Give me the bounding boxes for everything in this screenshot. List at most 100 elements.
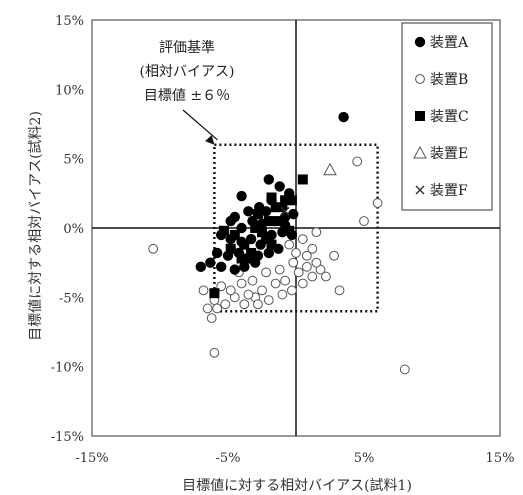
point-open-circle bbox=[243, 289, 254, 300]
point-open-circle bbox=[220, 299, 231, 310]
annotation-line-2: (相対バイアス) bbox=[140, 64, 235, 80]
point-filled-square bbox=[229, 229, 240, 240]
annotation-arrow bbox=[182, 109, 218, 141]
legend-marker bbox=[415, 185, 425, 195]
point-filled-square bbox=[277, 216, 288, 227]
legend-marker bbox=[414, 36, 426, 48]
point-filled-square bbox=[218, 225, 229, 236]
point-open-circle bbox=[311, 227, 322, 238]
point-open-circle bbox=[321, 271, 331, 282]
point-filled-square bbox=[263, 216, 274, 227]
point-filled-circle bbox=[229, 211, 240, 223]
point-open-circle bbox=[359, 216, 369, 226]
point-open-circle bbox=[311, 257, 322, 268]
point-filled-square bbox=[257, 227, 267, 238]
legend-marker bbox=[415, 74, 425, 84]
x-tick-label: 5% bbox=[354, 451, 375, 466]
x-tick-labels: -15% -5% 5% 15% bbox=[75, 451, 514, 466]
point-open-circle bbox=[263, 295, 274, 306]
point-filled-square bbox=[252, 209, 263, 220]
y-tick-label: -15% bbox=[51, 430, 84, 445]
point-filled-circle bbox=[239, 261, 250, 273]
point-filled-circle bbox=[260, 206, 272, 217]
annotation-line-3: 目標値 ±６％ bbox=[144, 88, 230, 104]
annotation-arrowhead bbox=[205, 135, 215, 145]
point-open-circle bbox=[297, 278, 308, 289]
x-tick-label: 15% bbox=[486, 451, 515, 466]
point-filled-circle bbox=[236, 190, 247, 202]
point-filled-circle bbox=[195, 261, 206, 273]
point-filled-circle bbox=[338, 111, 349, 123]
point-open-circle bbox=[209, 347, 220, 358]
point-filled-circle bbox=[205, 257, 216, 268]
data-points bbox=[148, 111, 410, 375]
point-open-circle bbox=[225, 285, 236, 296]
y-tick-labels: 15% 10% 5% 0% -5% -10% -15% bbox=[51, 14, 84, 445]
point-filled-circle bbox=[288, 208, 299, 220]
point-open-circle bbox=[372, 198, 383, 208]
point-open-circle bbox=[261, 267, 271, 278]
point-filled-square bbox=[250, 223, 261, 233]
y-tick-label: 5% bbox=[63, 153, 84, 168]
legend-label: 装置B bbox=[430, 72, 468, 88]
legend-marker bbox=[413, 145, 427, 159]
point-open-circle bbox=[301, 261, 312, 272]
legend-label: 装置E bbox=[430, 146, 468, 162]
point-filled-circle bbox=[263, 174, 274, 185]
point-filled-square bbox=[266, 192, 277, 203]
point-open-circle bbox=[291, 248, 301, 258]
point-filled-square bbox=[236, 253, 247, 264]
point-filled-square bbox=[209, 288, 220, 299]
point-open-circle bbox=[270, 278, 281, 289]
point-open-triangle bbox=[323, 162, 337, 176]
point-filled-square bbox=[266, 239, 277, 250]
point-open-circle bbox=[148, 243, 159, 254]
y-tick-label: 10% bbox=[55, 83, 84, 98]
point-filled-square bbox=[261, 234, 272, 245]
point-open-circle bbox=[352, 156, 363, 167]
point-open-circle bbox=[247, 275, 258, 286]
point-filled-circle bbox=[216, 261, 227, 273]
y-tick-label: 15% bbox=[55, 14, 84, 29]
point-open-circle bbox=[280, 275, 291, 286]
annotation-line-1: 評価基準 bbox=[159, 39, 215, 56]
point-open-circle bbox=[274, 264, 285, 275]
point-filled-square bbox=[239, 239, 250, 250]
point-open-circle bbox=[297, 234, 308, 244]
point-open-circle bbox=[257, 285, 267, 296]
x-tick-label: -5% bbox=[215, 451, 240, 466]
y-tick-label: -5% bbox=[59, 291, 84, 306]
point-filled-circle bbox=[211, 247, 223, 259]
legend: 装置A 装置B 装置C 装置E 装置F bbox=[401, 22, 493, 211]
point-open-circle bbox=[329, 250, 339, 261]
point-filled-square bbox=[270, 202, 281, 213]
point-open-circle bbox=[277, 289, 288, 300]
legend-marker bbox=[415, 111, 425, 121]
x-tick-label: -15% bbox=[75, 451, 108, 466]
point-filled-square bbox=[246, 247, 257, 258]
evaluation-criteria-box bbox=[213, 143, 379, 313]
x-axis-label: 目標値に対する相対バイアス(試料1) bbox=[182, 478, 412, 494]
point-filled-circle bbox=[274, 181, 285, 192]
annotation: 評価基準 (相対バイアス) 目標値 ±６％ bbox=[140, 39, 235, 145]
point-open-circle bbox=[198, 285, 209, 296]
point-filled-square bbox=[280, 195, 291, 206]
legend-label: 装置C bbox=[430, 109, 469, 125]
point-open-circle bbox=[206, 313, 217, 324]
point-open-circle bbox=[287, 285, 297, 296]
point-open-circle bbox=[307, 243, 318, 254]
point-open-circle bbox=[202, 303, 213, 314]
point-open-circle bbox=[236, 278, 247, 289]
legend-label: 装置F bbox=[430, 183, 468, 199]
point-open-circle bbox=[253, 299, 263, 310]
point-filled-square bbox=[297, 174, 308, 185]
point-x bbox=[280, 206, 290, 216]
legend-label: 装置A bbox=[430, 35, 469, 51]
point-open-circle bbox=[301, 250, 312, 261]
y-tick-label: -10% bbox=[51, 361, 84, 376]
point-filled-circle bbox=[263, 247, 274, 259]
point-filled-square bbox=[286, 195, 297, 206]
point-open-circle bbox=[288, 257, 299, 268]
point-filled-circle bbox=[250, 257, 261, 268]
